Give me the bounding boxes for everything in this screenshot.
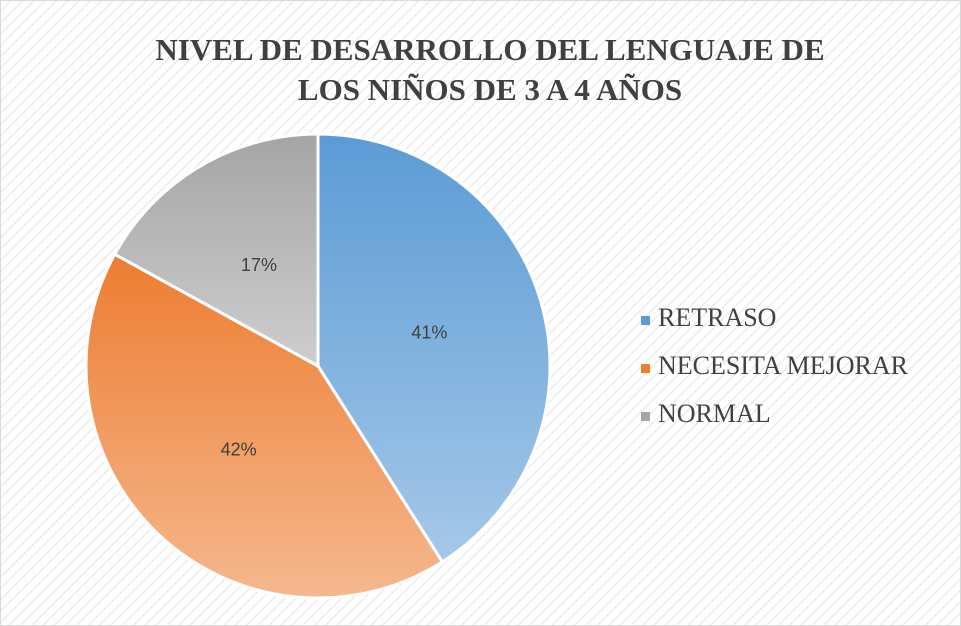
pie-slice <box>84 252 445 600</box>
chart-title: NIVEL DE DESARROLLO DEL LENGUAJE DE LOS … <box>155 32 825 107</box>
data-label: 17% <box>241 255 277 275</box>
data-label: 41% <box>411 322 447 342</box>
legend-swatch <box>641 316 650 325</box>
legend-label: RETRASO <box>658 303 776 332</box>
pie-slice <box>112 132 320 369</box>
legend-label: NORMAL <box>658 399 771 428</box>
legend-swatch <box>641 364 650 373</box>
legend-swatch <box>641 412 650 421</box>
legend-label: NECESITA MEJORAR <box>658 351 909 380</box>
data-label: 42% <box>221 439 257 459</box>
